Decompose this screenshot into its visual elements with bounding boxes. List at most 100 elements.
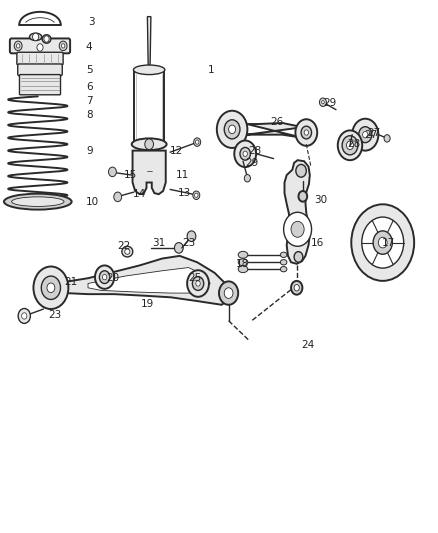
Circle shape [319, 98, 326, 107]
Text: 27: 27 [364, 130, 377, 140]
Circle shape [194, 193, 198, 197]
Text: 15: 15 [124, 170, 137, 180]
Circle shape [21, 313, 27, 319]
Ellipse shape [238, 259, 248, 266]
Text: 14: 14 [133, 189, 146, 199]
Text: 3: 3 [88, 17, 95, 27]
Text: 11: 11 [175, 170, 189, 180]
Circle shape [145, 139, 153, 150]
Circle shape [95, 265, 114, 289]
Circle shape [61, 44, 65, 48]
Text: 16: 16 [311, 238, 324, 247]
Text: 8: 8 [86, 110, 93, 120]
Polygon shape [247, 123, 303, 138]
Circle shape [363, 132, 368, 138]
Circle shape [16, 44, 20, 48]
Circle shape [219, 281, 238, 305]
Text: 27: 27 [367, 127, 381, 138]
Circle shape [352, 119, 378, 151]
Polygon shape [285, 160, 310, 264]
Circle shape [47, 283, 55, 293]
Polygon shape [44, 256, 230, 305]
Circle shape [378, 237, 387, 248]
Text: 28: 28 [249, 146, 262, 156]
Circle shape [243, 151, 247, 157]
Circle shape [114, 192, 122, 201]
Text: 30: 30 [314, 195, 327, 205]
FancyBboxPatch shape [135, 94, 163, 112]
Text: 7: 7 [86, 95, 93, 106]
Circle shape [59, 41, 67, 51]
Circle shape [351, 204, 414, 281]
Text: 31: 31 [152, 238, 166, 247]
Text: 29: 29 [245, 158, 258, 168]
Ellipse shape [125, 249, 130, 254]
Wedge shape [351, 209, 383, 243]
Circle shape [295, 119, 317, 146]
Circle shape [44, 36, 49, 42]
Circle shape [301, 126, 311, 139]
FancyBboxPatch shape [19, 75, 60, 95]
Circle shape [224, 120, 240, 139]
Ellipse shape [238, 252, 248, 259]
Text: 9: 9 [86, 146, 93, 156]
Circle shape [99, 271, 110, 284]
Ellipse shape [280, 260, 287, 265]
Circle shape [194, 138, 201, 147]
Circle shape [296, 165, 306, 177]
Circle shape [196, 281, 200, 286]
Text: 6: 6 [86, 82, 93, 92]
Circle shape [18, 309, 30, 324]
Text: 13: 13 [177, 188, 191, 198]
Text: 25: 25 [188, 273, 201, 283]
Ellipse shape [29, 33, 42, 41]
Circle shape [37, 44, 43, 51]
Text: 4: 4 [86, 43, 92, 52]
Circle shape [294, 285, 299, 291]
Ellipse shape [122, 246, 133, 257]
Ellipse shape [238, 266, 248, 272]
Text: 19: 19 [141, 298, 155, 309]
Text: 20: 20 [106, 273, 120, 283]
Circle shape [109, 167, 117, 176]
FancyBboxPatch shape [17, 52, 63, 65]
Circle shape [346, 141, 353, 150]
Circle shape [240, 148, 251, 160]
Text: 28: 28 [347, 139, 360, 149]
Text: 23: 23 [182, 238, 195, 247]
Ellipse shape [12, 197, 64, 206]
Ellipse shape [134, 65, 165, 75]
Text: 26: 26 [271, 117, 284, 127]
Circle shape [373, 231, 392, 254]
Circle shape [32, 33, 39, 41]
Ellipse shape [132, 139, 166, 150]
Circle shape [362, 217, 404, 268]
Text: 5: 5 [86, 65, 93, 75]
Circle shape [224, 288, 233, 298]
Text: 18: 18 [236, 259, 249, 269]
Text: 22: 22 [118, 241, 131, 251]
Polygon shape [148, 17, 151, 70]
Circle shape [342, 136, 358, 155]
Polygon shape [134, 71, 164, 144]
Circle shape [284, 212, 311, 246]
Text: 21: 21 [64, 278, 77, 287]
Circle shape [304, 130, 308, 135]
Circle shape [359, 127, 372, 143]
Circle shape [174, 243, 183, 253]
Circle shape [102, 274, 107, 280]
Text: 10: 10 [86, 197, 99, 207]
Circle shape [187, 270, 209, 297]
Circle shape [244, 174, 251, 182]
Circle shape [14, 41, 22, 51]
Polygon shape [88, 268, 210, 293]
Circle shape [192, 277, 204, 290]
Circle shape [41, 276, 60, 300]
Circle shape [291, 281, 302, 295]
Ellipse shape [280, 266, 287, 272]
Text: 24: 24 [301, 340, 314, 350]
Circle shape [193, 191, 200, 199]
FancyBboxPatch shape [10, 38, 70, 53]
Text: 29: 29 [323, 98, 336, 108]
Text: 12: 12 [170, 146, 184, 156]
